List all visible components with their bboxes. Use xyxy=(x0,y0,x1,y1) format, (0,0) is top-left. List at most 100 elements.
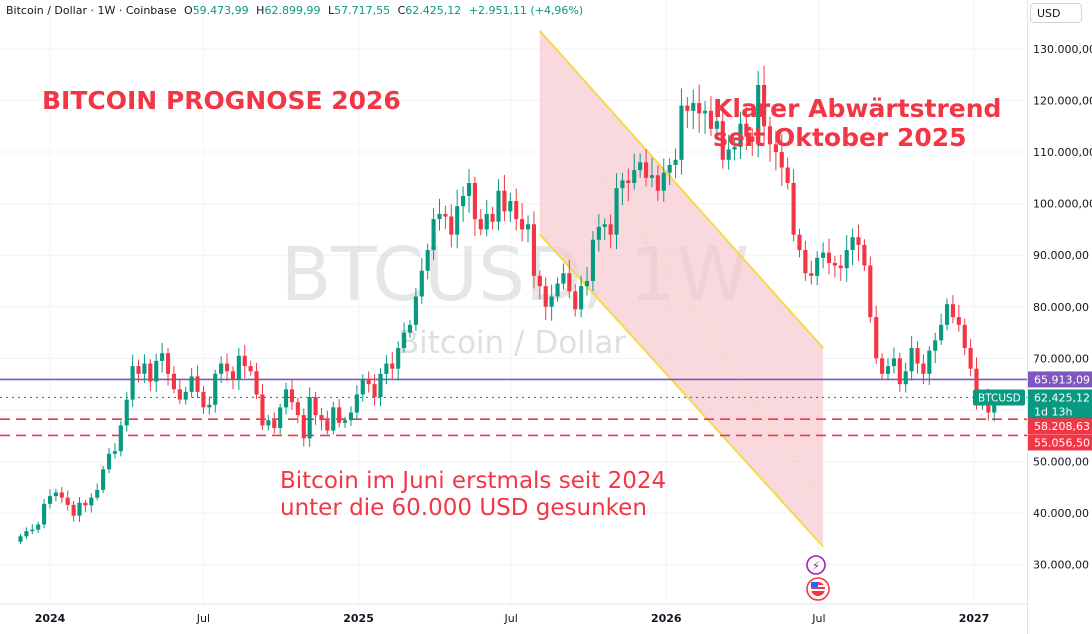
candle-body xyxy=(461,195,466,207)
candle-body xyxy=(685,105,690,111)
annotation-trend[interactable]: Klarer Abwärtstrend seit Oktober 2025 xyxy=(713,94,1001,152)
candle-body xyxy=(437,213,442,220)
candle-body xyxy=(183,391,188,400)
candle-body xyxy=(620,180,625,189)
candle-body xyxy=(850,237,855,251)
candle-body xyxy=(278,407,283,428)
candle-body xyxy=(626,180,631,183)
time-tick-label: 2024 xyxy=(35,612,66,625)
candle-body xyxy=(396,348,401,369)
annotation-june-line1: Bitcoin im Juni erstmals seit 2024 xyxy=(280,468,667,494)
candle-body xyxy=(744,123,749,137)
candle-body xyxy=(956,317,961,325)
candle-body xyxy=(24,531,29,537)
candle-body xyxy=(584,281,590,287)
candle-body xyxy=(531,224,536,276)
candle-body xyxy=(661,172,666,191)
candle-body xyxy=(354,394,359,413)
event-markers: ⚡ xyxy=(806,555,830,601)
candle-body xyxy=(83,502,88,506)
candle-body xyxy=(838,265,843,269)
candle-body xyxy=(242,355,247,367)
candle-body xyxy=(142,363,147,374)
candle-body xyxy=(891,358,896,367)
candle-body xyxy=(443,213,448,217)
dashed1-price-label-bg xyxy=(1028,418,1092,435)
candle-body xyxy=(525,224,531,230)
annotation-trend-line2: seit Oktober 2025 xyxy=(713,123,967,152)
candle-body xyxy=(726,149,731,160)
candle-body xyxy=(89,497,94,506)
candle-body xyxy=(573,291,578,310)
candle-body xyxy=(632,170,637,183)
candle-body xyxy=(614,188,619,235)
candle-body xyxy=(596,226,601,240)
candle-body xyxy=(289,389,295,403)
candle-body xyxy=(195,376,200,392)
candle-body xyxy=(874,317,879,359)
candle-body xyxy=(165,353,171,374)
candle-body xyxy=(779,152,784,168)
candle-body xyxy=(785,167,790,183)
candle-body xyxy=(490,213,495,222)
candle-body xyxy=(797,234,802,251)
candle-body xyxy=(927,350,932,374)
price-levels xyxy=(0,378,1027,437)
candle-body xyxy=(260,394,265,426)
candle-body xyxy=(230,371,236,379)
candle-body xyxy=(897,358,902,385)
currency-button[interactable]: USD xyxy=(1030,3,1082,23)
candle-body xyxy=(667,164,672,173)
candle-body xyxy=(402,332,407,349)
lightning-icon[interactable] xyxy=(806,555,826,575)
candle-body xyxy=(714,121,719,129)
price-tick-label: 30.000,00 xyxy=(1033,559,1089,572)
candle-body xyxy=(53,492,58,497)
candle-body xyxy=(148,363,153,382)
candle-body xyxy=(254,371,259,395)
candle-body xyxy=(909,348,914,372)
candle-body xyxy=(325,420,330,431)
candle-body xyxy=(337,407,342,423)
candle-body xyxy=(915,348,920,364)
annotation-title[interactable]: BITCOIN PROGNOSE 2026 xyxy=(42,86,401,115)
candle-body xyxy=(756,85,761,142)
candle-body xyxy=(762,85,767,127)
candle-body xyxy=(77,502,82,516)
candle-body xyxy=(655,175,660,191)
candle-body xyxy=(219,363,224,374)
candle-body xyxy=(366,379,371,385)
time-tick-label: Jul xyxy=(504,612,518,625)
candle-body xyxy=(649,175,655,178)
candle-body xyxy=(390,363,395,369)
candle-body xyxy=(561,273,566,284)
candle-body xyxy=(543,286,548,307)
price-tick-label: 80.000,00 xyxy=(1033,301,1089,314)
candle-body xyxy=(295,402,300,416)
candle-body xyxy=(590,239,595,281)
candle-body xyxy=(750,136,755,142)
channel-upper-line xyxy=(539,30,824,349)
dashed2-price-label-bg xyxy=(1028,434,1092,451)
price-tick-label: 100.000,00 xyxy=(1033,198,1092,211)
annotation-june[interactable]: Bitcoin im Juni erstmals seit 2024 unter… xyxy=(280,468,666,522)
close-label: C xyxy=(397,4,406,17)
change-value: +2.951,11 (+4,96%) xyxy=(468,4,584,17)
candle-body xyxy=(921,363,926,374)
candle-body xyxy=(272,420,277,428)
candle-body xyxy=(207,404,212,408)
candle-body xyxy=(809,273,814,276)
time-axis: 2024 Jul 2025 Jul 2026 Jul 2027 xyxy=(35,612,990,625)
candle-body xyxy=(856,237,861,245)
candle-body xyxy=(484,213,489,230)
symbol-title[interactable]: Bitcoin / Dollar · 1W · Coinbase xyxy=(6,4,177,17)
candle-body xyxy=(602,224,607,227)
candle-body xyxy=(549,296,554,307)
candle-body xyxy=(224,363,230,372)
candle-body xyxy=(407,324,413,333)
price-tick-label: 90.000,00 xyxy=(1033,249,1089,262)
price-tick-label: 120.000,00 xyxy=(1033,94,1092,107)
close-value: 62.425,12 xyxy=(405,4,462,17)
